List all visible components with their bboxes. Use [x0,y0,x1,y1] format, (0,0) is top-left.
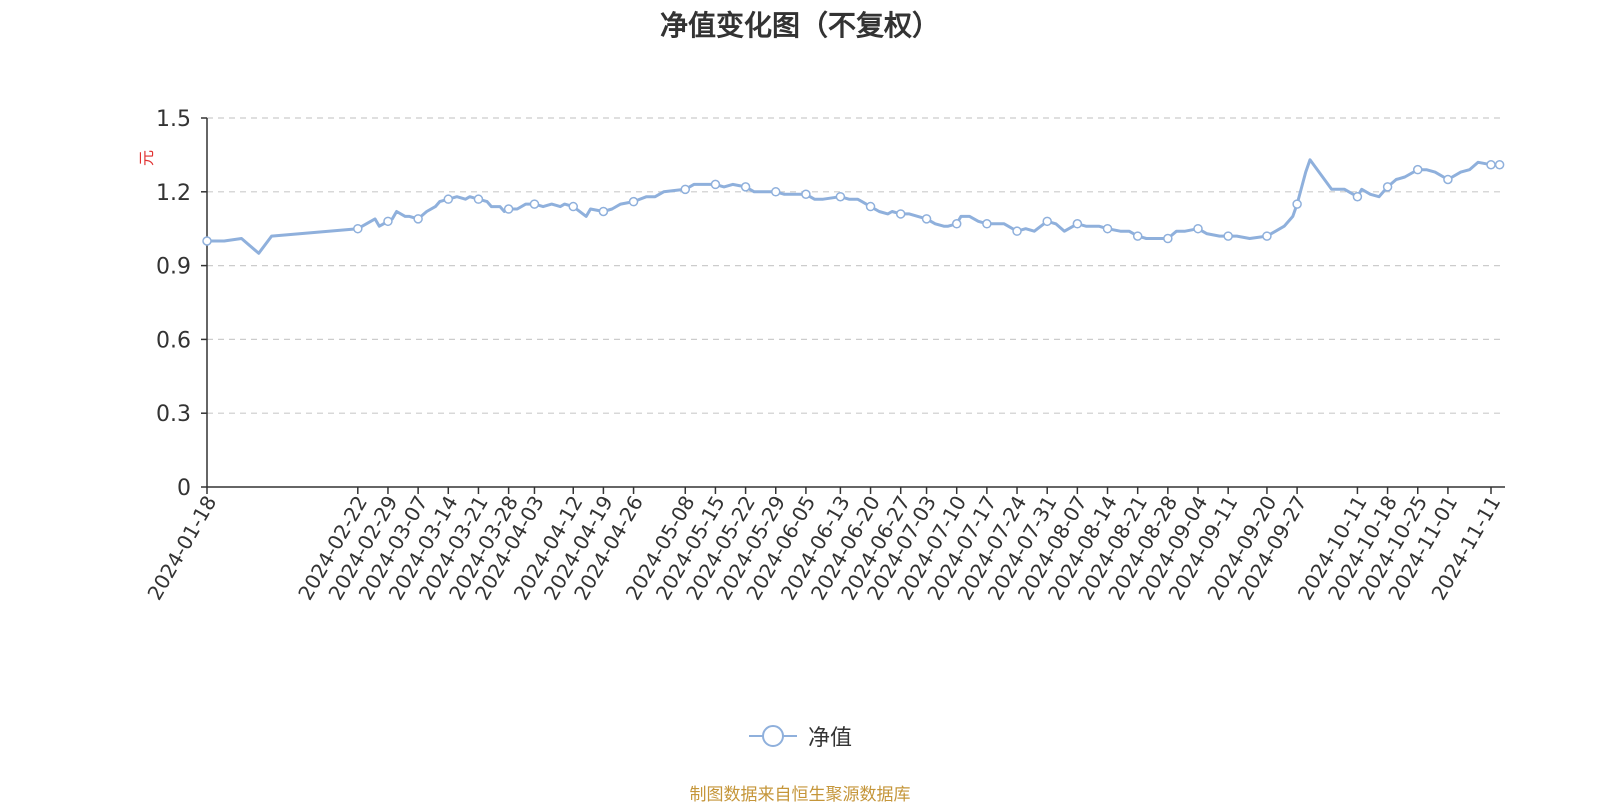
data-point [568,201,578,212]
source-note: 制图数据来自恒生聚源数据库 [689,785,911,805]
data-point [1223,231,1233,241]
data-point [710,179,721,190]
data-point [1382,182,1393,192]
data-point [921,214,932,224]
y-tick-label: 0.9 [156,255,191,280]
data-point [202,236,212,246]
data-point [835,191,846,202]
data-point [1494,159,1505,170]
data-point [1352,191,1363,202]
data-point [801,189,811,200]
data-point [1193,223,1203,234]
data-point [529,199,540,209]
y-tick-label: 0.3 [156,402,191,427]
series-markers [202,159,1505,246]
data-point [1262,231,1272,241]
y-tick-label: 0 [177,476,191,501]
data-point [1102,223,1113,234]
y-tick-label: 0.6 [156,328,191,353]
data-point [1072,219,1083,229]
data-point [865,201,876,212]
y-axis-unit-label: 元 [137,150,156,166]
x-tick-label: 2024-01-18 [142,492,221,605]
data-point [680,184,691,195]
data-point [1413,164,1423,175]
legend-marker-icon [748,725,797,747]
series-line-jingzhi [207,158,1500,255]
data-point [1292,199,1302,209]
data-point [413,214,423,224]
data-point [1132,231,1143,241]
y-tick-label: 1.2 [156,181,191,206]
legend-label: 净值 [807,726,852,751]
series-line [207,158,1500,255]
data-point [1012,226,1022,236]
data-point [598,206,609,217]
chart-title: 净值变化图（不复权） [659,9,940,42]
data-point [503,204,514,214]
y-tick-label: 1.5 [156,107,191,132]
data-point [895,209,906,219]
data-point [1443,174,1453,185]
legend[interactable]: 净值 [0,720,1600,755]
grid-lines [207,117,1500,414]
data-point [443,194,454,204]
data-point [353,223,363,234]
data-point [473,194,484,204]
data-point [771,187,781,197]
legend-item[interactable]: 净值 [748,720,852,752]
data-point [1163,233,1173,244]
data-point [1486,159,1496,170]
data-point [740,182,751,192]
data-point [951,219,962,229]
data-point [982,219,992,229]
data-point [1042,216,1052,227]
data-point [628,196,639,207]
data-point [383,216,393,227]
